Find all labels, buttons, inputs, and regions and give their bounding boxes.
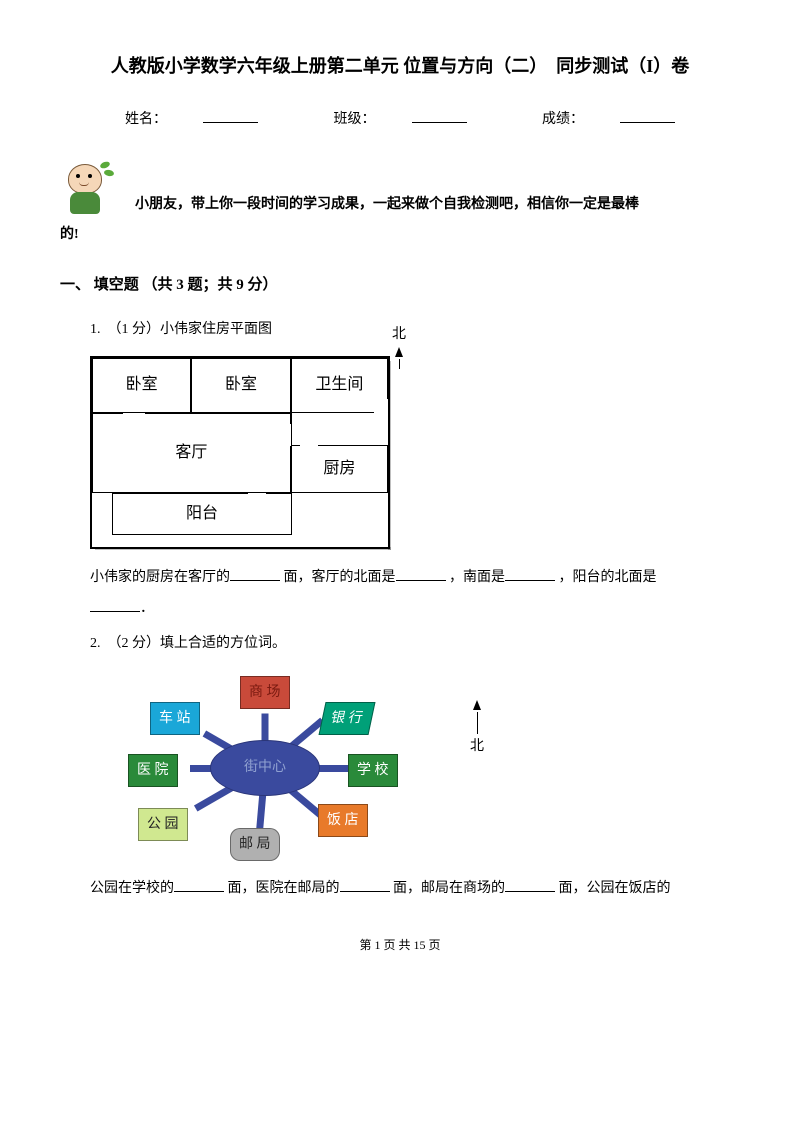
q2-line: 2. （2 分）填上合适的方位词。 (90, 631, 740, 656)
q1-floorplan: 北 卧室 卧室 卫生间 客厅 厨房 阳台 (90, 356, 400, 549)
intro-text-1: 小朋友，带上你一段时间的学习成果，一起来做个自我检测吧，相信你一定是最棒 (135, 192, 639, 217)
blank-class[interactable] (412, 109, 467, 123)
label-name: 姓名： (125, 112, 167, 127)
room-bedroom-1: 卧室 (92, 358, 191, 413)
map-hospital: 医 院 (128, 754, 178, 787)
q2-blank-3[interactable] (505, 878, 555, 892)
map-school: 学 校 (348, 754, 398, 787)
page-title: 人教版小学数学六年级上册第二单元 位置与方向（二） 同步测试（I）卷 (60, 50, 740, 82)
q2-answer-text: 公园在学校的 面，医院在邮局的 面，邮局在商场的 面，公园在饭店的 (90, 874, 740, 905)
map-bank: 银 行 (318, 702, 375, 735)
q1-answer-text: 小伟家的厨房在客厅的 面，客厅的北面是 ，南面是 ，阳台的北面是 ． (90, 563, 740, 625)
q1-blank-2[interactable] (396, 567, 446, 581)
q1-blank-3[interactable] (505, 567, 555, 581)
blank-score[interactable] (620, 109, 675, 123)
q2-direction-map: 北 街中心 车 站 商 场 银 行 医 院 学 校 公 园 邮 局 饭 店 (90, 670, 490, 860)
map-hotel: 饭 店 (318, 804, 368, 837)
q1-line: 1. （1 分）小伟家住房平面图 (90, 317, 740, 342)
section-1-heading: 一、 填空题 （共 3 题；共 9 分） (60, 272, 740, 299)
mascot-icon (60, 158, 115, 218)
room-balcony: 阳台 (112, 493, 292, 535)
page-footer: 第 1 页 共 15 页 (60, 935, 740, 957)
q1-blank-1[interactable] (230, 567, 280, 581)
intro-text-2: 的! (60, 222, 740, 247)
north-indicator-1: 北 (392, 322, 406, 369)
q2-blank-2[interactable] (340, 878, 390, 892)
map-post: 邮 局 (230, 828, 280, 861)
map-station: 车 站 (150, 702, 200, 735)
blank-name[interactable] (203, 109, 258, 123)
room-kitchen: 厨房 (291, 445, 388, 493)
map-park: 公 园 (138, 808, 188, 841)
room-bedroom-2: 卧室 (191, 358, 290, 413)
room-bathroom: 卫生间 (291, 358, 388, 413)
label-score: 成绩： (542, 112, 584, 127)
north-indicator-2: 北 (470, 700, 484, 759)
q1-blank-4[interactable] (90, 598, 140, 612)
map-center: 街中心 (210, 740, 320, 796)
label-class: 班级： (334, 112, 376, 127)
q2-blank-1[interactable] (174, 878, 224, 892)
room-living: 客厅 (92, 413, 291, 493)
student-info-line: 姓名： 班级： 成绩： (60, 107, 740, 132)
map-market: 商 场 (240, 676, 290, 709)
